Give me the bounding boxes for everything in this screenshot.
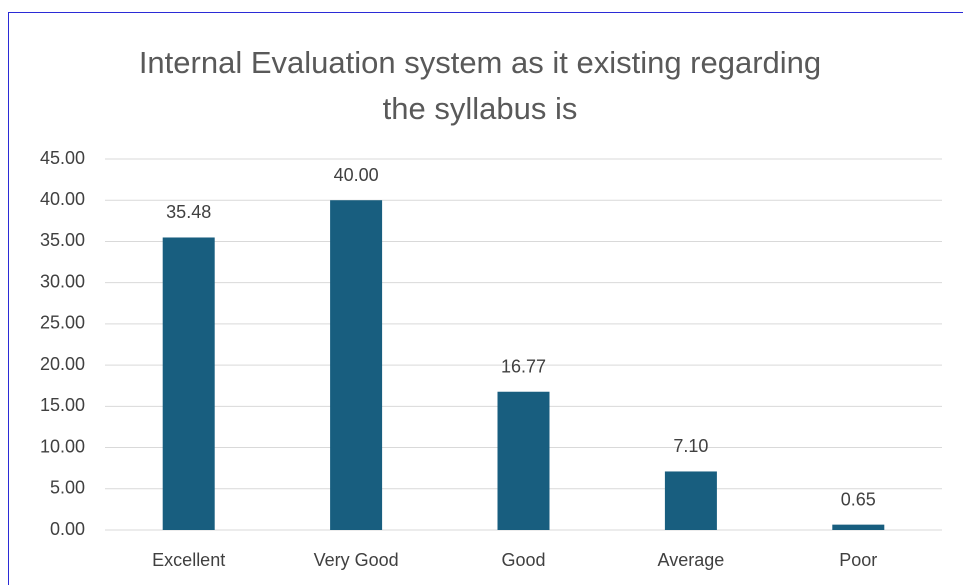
- chart-title: Internal Evaluation system as it existin…: [138, 45, 822, 126]
- data-label: 0.65: [841, 489, 876, 509]
- x-tick-label: Excellent: [152, 550, 225, 570]
- y-tick-label: 0.00: [50, 519, 85, 539]
- bar: [664, 471, 717, 530]
- data-label: 16.77: [501, 356, 546, 376]
- y-tick-label: 35.00: [40, 230, 85, 250]
- data-label: 35.48: [166, 202, 211, 222]
- y-tick-label: 15.00: [40, 395, 85, 415]
- y-tick-label: 30.00: [40, 271, 85, 291]
- x-tick-label: Poor: [839, 550, 877, 570]
- data-label: 40.00: [334, 165, 379, 185]
- x-tick-label: Average: [658, 550, 725, 570]
- y-tick-label: 20.00: [40, 354, 85, 374]
- bar: [832, 524, 885, 530]
- x-tick-label: Good: [501, 550, 545, 570]
- bar: [162, 237, 215, 530]
- y-tick-label: 45.00: [40, 148, 85, 168]
- y-tick-label: 25.00: [40, 313, 85, 333]
- y-tick-label: 5.00: [50, 478, 85, 498]
- y-tick-label: 10.00: [40, 436, 85, 456]
- bar: [497, 391, 550, 530]
- y-tick-label: 40.00: [40, 189, 85, 209]
- data-label: 7.10: [673, 436, 708, 456]
- bar: [330, 200, 383, 530]
- chart-frame: [8, 12, 963, 585]
- x-tick-label: Very Good: [314, 550, 399, 570]
